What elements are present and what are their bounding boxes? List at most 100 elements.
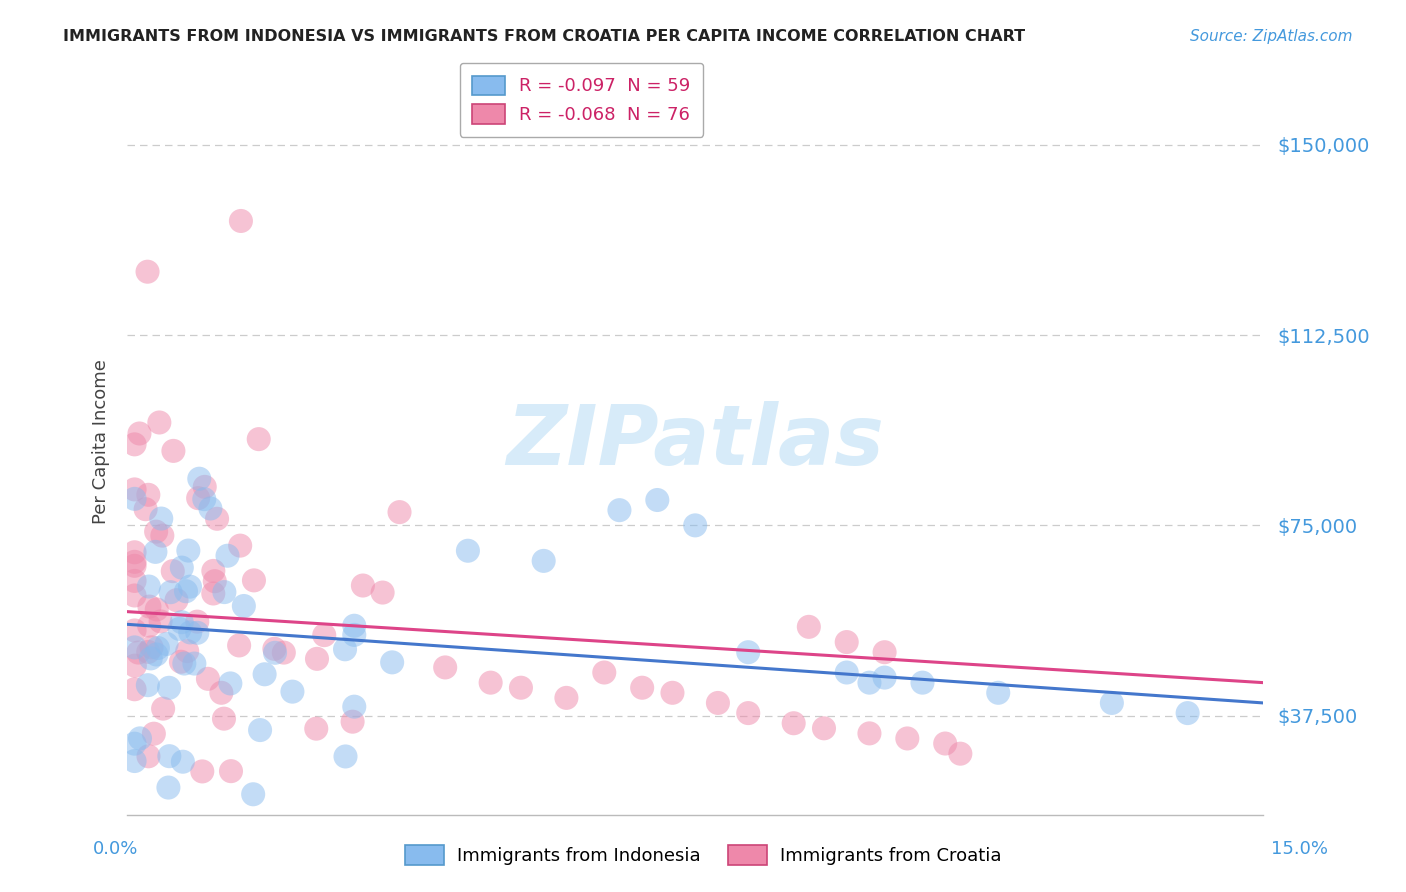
Point — [737, 645, 759, 659]
Point — [342, 714, 364, 729]
Point — [124, 558, 146, 573]
Point — [911, 675, 934, 690]
Point — [138, 599, 160, 614]
Point — [204, 574, 226, 589]
Point — [281, 684, 304, 698]
Point — [139, 651, 162, 665]
Point — [170, 560, 193, 574]
Point — [127, 646, 149, 660]
Point — [263, 641, 285, 656]
Point — [212, 712, 235, 726]
Point — [138, 618, 160, 632]
Point — [174, 584, 197, 599]
Point — [157, 780, 180, 795]
Point — [264, 646, 287, 660]
Point — [197, 672, 219, 686]
Point — [172, 755, 194, 769]
Point — [1101, 696, 1123, 710]
Text: Source: ZipAtlas.com: Source: ZipAtlas.com — [1189, 29, 1353, 44]
Point — [229, 214, 252, 228]
Point — [858, 675, 880, 690]
Point — [858, 726, 880, 740]
Point — [170, 655, 193, 669]
Point — [124, 574, 146, 588]
Point — [124, 589, 146, 603]
Point — [136, 678, 159, 692]
Point — [228, 639, 250, 653]
Point — [124, 682, 146, 697]
Point — [124, 491, 146, 506]
Point — [219, 764, 242, 779]
Point — [1177, 706, 1199, 720]
Point — [247, 432, 270, 446]
Point — [835, 665, 858, 680]
Point — [873, 671, 896, 685]
Point — [157, 681, 180, 695]
Point — [200, 501, 222, 516]
Point — [707, 696, 730, 710]
Point — [177, 543, 200, 558]
Point — [647, 493, 669, 508]
Point — [333, 642, 356, 657]
Point — [202, 586, 225, 600]
Point — [138, 488, 160, 502]
Point — [124, 640, 146, 655]
Point — [593, 665, 616, 680]
Point — [148, 416, 170, 430]
Point — [138, 580, 160, 594]
Point — [124, 658, 146, 673]
Point — [194, 480, 217, 494]
Point — [896, 731, 918, 746]
Point — [187, 491, 209, 505]
Point — [202, 564, 225, 578]
Point — [191, 764, 214, 779]
Point — [242, 787, 264, 801]
Point — [124, 437, 146, 451]
Point — [479, 675, 502, 690]
Point — [169, 622, 191, 636]
Point — [987, 686, 1010, 700]
Point — [179, 625, 201, 640]
Point — [157, 749, 180, 764]
Point — [631, 681, 654, 695]
Point — [305, 652, 328, 666]
Point — [155, 637, 177, 651]
Point — [381, 656, 404, 670]
Point — [145, 602, 167, 616]
Point — [124, 483, 146, 497]
Point — [388, 505, 411, 519]
Point — [146, 640, 169, 655]
Text: 15.0%: 15.0% — [1271, 840, 1327, 858]
Point — [737, 706, 759, 720]
Point — [186, 615, 208, 629]
Point — [343, 628, 366, 642]
Point — [232, 599, 254, 613]
Point — [135, 502, 157, 516]
Point — [782, 716, 804, 731]
Point — [457, 543, 479, 558]
Point — [176, 644, 198, 658]
Point — [510, 681, 533, 695]
Point — [243, 574, 266, 588]
Point — [835, 635, 858, 649]
Point — [150, 528, 173, 542]
Point — [183, 657, 205, 671]
Point — [124, 737, 146, 751]
Point — [343, 619, 366, 633]
Point — [609, 503, 631, 517]
Point — [533, 554, 555, 568]
Point — [193, 492, 215, 507]
Point — [136, 645, 159, 659]
Point — [173, 657, 195, 671]
Point — [179, 580, 201, 594]
Text: 0.0%: 0.0% — [93, 840, 138, 858]
Point — [873, 645, 896, 659]
Point — [934, 737, 956, 751]
Point — [352, 578, 374, 592]
Point — [214, 585, 236, 599]
Point — [145, 524, 167, 539]
Point — [152, 701, 174, 715]
Point — [683, 518, 706, 533]
Point — [124, 624, 146, 638]
Point — [124, 555, 146, 569]
